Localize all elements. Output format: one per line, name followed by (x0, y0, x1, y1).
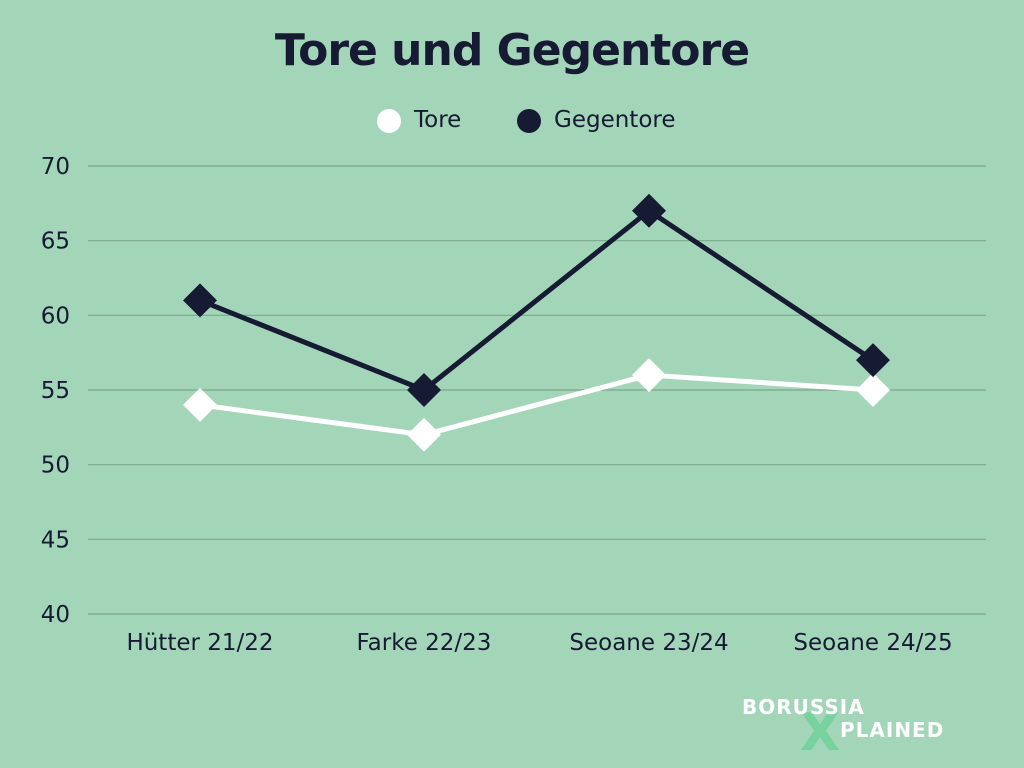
y-tick-label: 55 (41, 378, 70, 404)
series-lines (199, 208, 875, 438)
logo-line-2: PLAINED (840, 718, 944, 742)
data-point-tore (632, 358, 666, 393)
y-tick-label: 70 (41, 154, 70, 180)
legend-swatch-gegentore (517, 109, 541, 133)
legend-label-gegentore: Gegentore (554, 107, 676, 133)
data-point-tore (856, 373, 890, 407)
chart-title: Tore und Gegentore (275, 25, 749, 76)
legend-swatch-tore (377, 109, 401, 133)
x-tick-label: Hütter 21/22 (126, 630, 273, 656)
y-tick-label: 60 (41, 303, 70, 329)
series-line-tore (199, 372, 874, 438)
y-tick-label: 65 (41, 229, 70, 255)
data-point-gegentore (632, 193, 666, 228)
data-point-gegentore (856, 343, 890, 378)
data-point-gegentore (183, 283, 217, 318)
x-tick-label: Farke 22/23 (357, 630, 492, 656)
x-axis-ticks: Hütter 21/22 Farke 22/23 Seoane 23/24 Seoan… (126, 630, 952, 656)
y-tick-label: 45 (41, 527, 70, 553)
data-point-tore (407, 417, 441, 452)
data-point-tore (183, 387, 217, 422)
borussia-xplained-logo: X BORUSSIA PLAINED (742, 695, 944, 763)
y-tick-label: 40 (41, 602, 70, 628)
x-tick-label: Seoane 24/25 (793, 630, 952, 656)
series-line-gegentore (199, 208, 875, 393)
x-tick-label: Seoane 23/24 (569, 630, 728, 656)
y-axis-ticks: 40 45 50 55 60 65 70 (41, 154, 70, 628)
logo-mark: X (800, 703, 840, 763)
data-point-gegentore (407, 373, 441, 407)
y-tick-label: 50 (41, 453, 70, 479)
logo-line-1: BORUSSIA (742, 695, 865, 719)
legend: Tore Gegentore (377, 107, 676, 133)
legend-label-tore: Tore (413, 107, 461, 133)
series-markers (183, 193, 890, 452)
